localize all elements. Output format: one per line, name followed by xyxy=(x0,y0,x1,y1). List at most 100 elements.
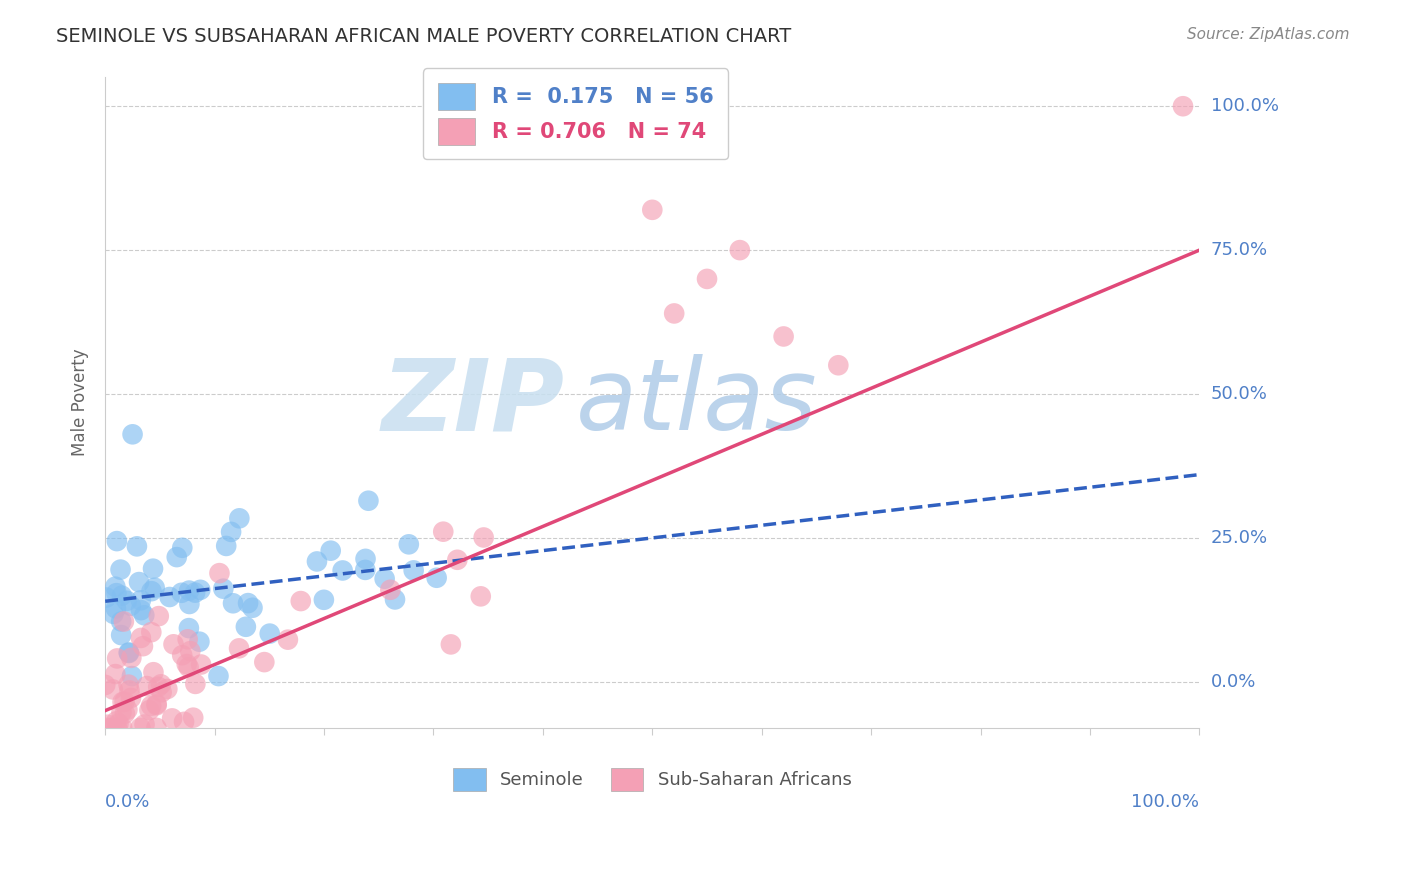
Text: 0.0%: 0.0% xyxy=(1211,673,1256,690)
Point xyxy=(103,607,125,621)
Point xyxy=(101,721,124,735)
Point xyxy=(105,651,128,665)
Point xyxy=(215,539,238,553)
Point xyxy=(446,553,468,567)
Point xyxy=(184,677,207,691)
Point xyxy=(128,575,150,590)
Point xyxy=(141,584,163,599)
Point xyxy=(354,563,377,577)
Point xyxy=(129,631,152,645)
Point xyxy=(179,597,201,611)
Point xyxy=(111,695,134,709)
Point xyxy=(470,590,492,604)
Point xyxy=(96,721,118,735)
Point xyxy=(172,648,194,663)
Legend: Seminole, Sub-Saharan Africans: Seminole, Sub-Saharan Africans xyxy=(440,755,865,804)
Text: 100.0%: 100.0% xyxy=(1211,97,1278,115)
Point xyxy=(312,592,335,607)
Point xyxy=(1171,99,1194,113)
Point xyxy=(112,615,135,629)
Point xyxy=(696,272,718,286)
Point xyxy=(398,537,420,551)
Text: ZIP: ZIP xyxy=(382,354,565,451)
Point xyxy=(728,243,751,257)
Point xyxy=(384,592,406,607)
Point xyxy=(277,632,299,647)
Point xyxy=(176,657,198,671)
Point xyxy=(143,581,166,595)
Point xyxy=(114,706,136,721)
Point xyxy=(235,620,257,634)
Point xyxy=(142,665,165,680)
Point xyxy=(641,202,664,217)
Point xyxy=(380,582,402,597)
Point xyxy=(142,562,165,576)
Point xyxy=(105,714,128,729)
Point xyxy=(664,306,686,320)
Text: 100.0%: 100.0% xyxy=(1132,793,1199,811)
Point xyxy=(141,698,163,713)
Point xyxy=(110,706,132,720)
Point xyxy=(105,534,128,549)
Point xyxy=(172,541,194,555)
Point xyxy=(440,637,463,651)
Point xyxy=(110,615,132,629)
Point xyxy=(426,571,449,585)
Point xyxy=(207,669,229,683)
Point xyxy=(290,594,312,608)
Point xyxy=(150,685,173,699)
Y-axis label: Male Poverty: Male Poverty xyxy=(72,349,89,457)
Point xyxy=(208,566,231,581)
Point xyxy=(188,582,211,597)
Point xyxy=(141,625,163,640)
Point xyxy=(319,543,342,558)
Point xyxy=(129,603,152,617)
Point xyxy=(120,690,142,705)
Point xyxy=(138,703,160,717)
Point xyxy=(101,682,124,697)
Point xyxy=(228,641,250,656)
Point xyxy=(125,540,148,554)
Point xyxy=(212,582,235,596)
Point xyxy=(104,601,127,615)
Point xyxy=(129,593,152,607)
Text: SEMINOLE VS SUBSAHARAN AFRICAN MALE POVERTY CORRELATION CHART: SEMINOLE VS SUBSAHARAN AFRICAN MALE POVE… xyxy=(56,27,792,45)
Point xyxy=(94,678,117,692)
Point xyxy=(432,524,454,539)
Point xyxy=(166,550,188,565)
Text: Source: ZipAtlas.com: Source: ZipAtlas.com xyxy=(1187,27,1350,42)
Point xyxy=(105,721,128,735)
Point xyxy=(184,585,207,599)
Point xyxy=(110,563,132,577)
Point xyxy=(374,572,396,586)
Point xyxy=(354,552,377,566)
Point xyxy=(117,703,139,717)
Point xyxy=(111,721,134,735)
Point xyxy=(115,594,138,608)
Point xyxy=(305,554,328,568)
Point xyxy=(107,716,129,731)
Point xyxy=(117,678,139,692)
Text: 0.0%: 0.0% xyxy=(105,793,150,811)
Point xyxy=(176,632,198,647)
Point xyxy=(242,600,264,615)
Point xyxy=(357,493,380,508)
Point xyxy=(120,650,142,665)
Point xyxy=(156,681,179,696)
Point xyxy=(219,524,242,539)
Point xyxy=(105,586,128,600)
Text: 75.0%: 75.0% xyxy=(1211,241,1268,259)
Text: 25.0%: 25.0% xyxy=(1211,529,1268,547)
Point xyxy=(118,646,141,660)
Point xyxy=(181,711,204,725)
Point xyxy=(236,596,259,610)
Point xyxy=(253,655,276,669)
Point xyxy=(150,677,173,691)
Point xyxy=(179,644,201,658)
Point xyxy=(159,590,181,604)
Point xyxy=(145,698,167,713)
Text: atlas: atlas xyxy=(575,354,817,451)
Point xyxy=(145,721,167,735)
Point xyxy=(135,679,157,693)
Point xyxy=(121,669,143,683)
